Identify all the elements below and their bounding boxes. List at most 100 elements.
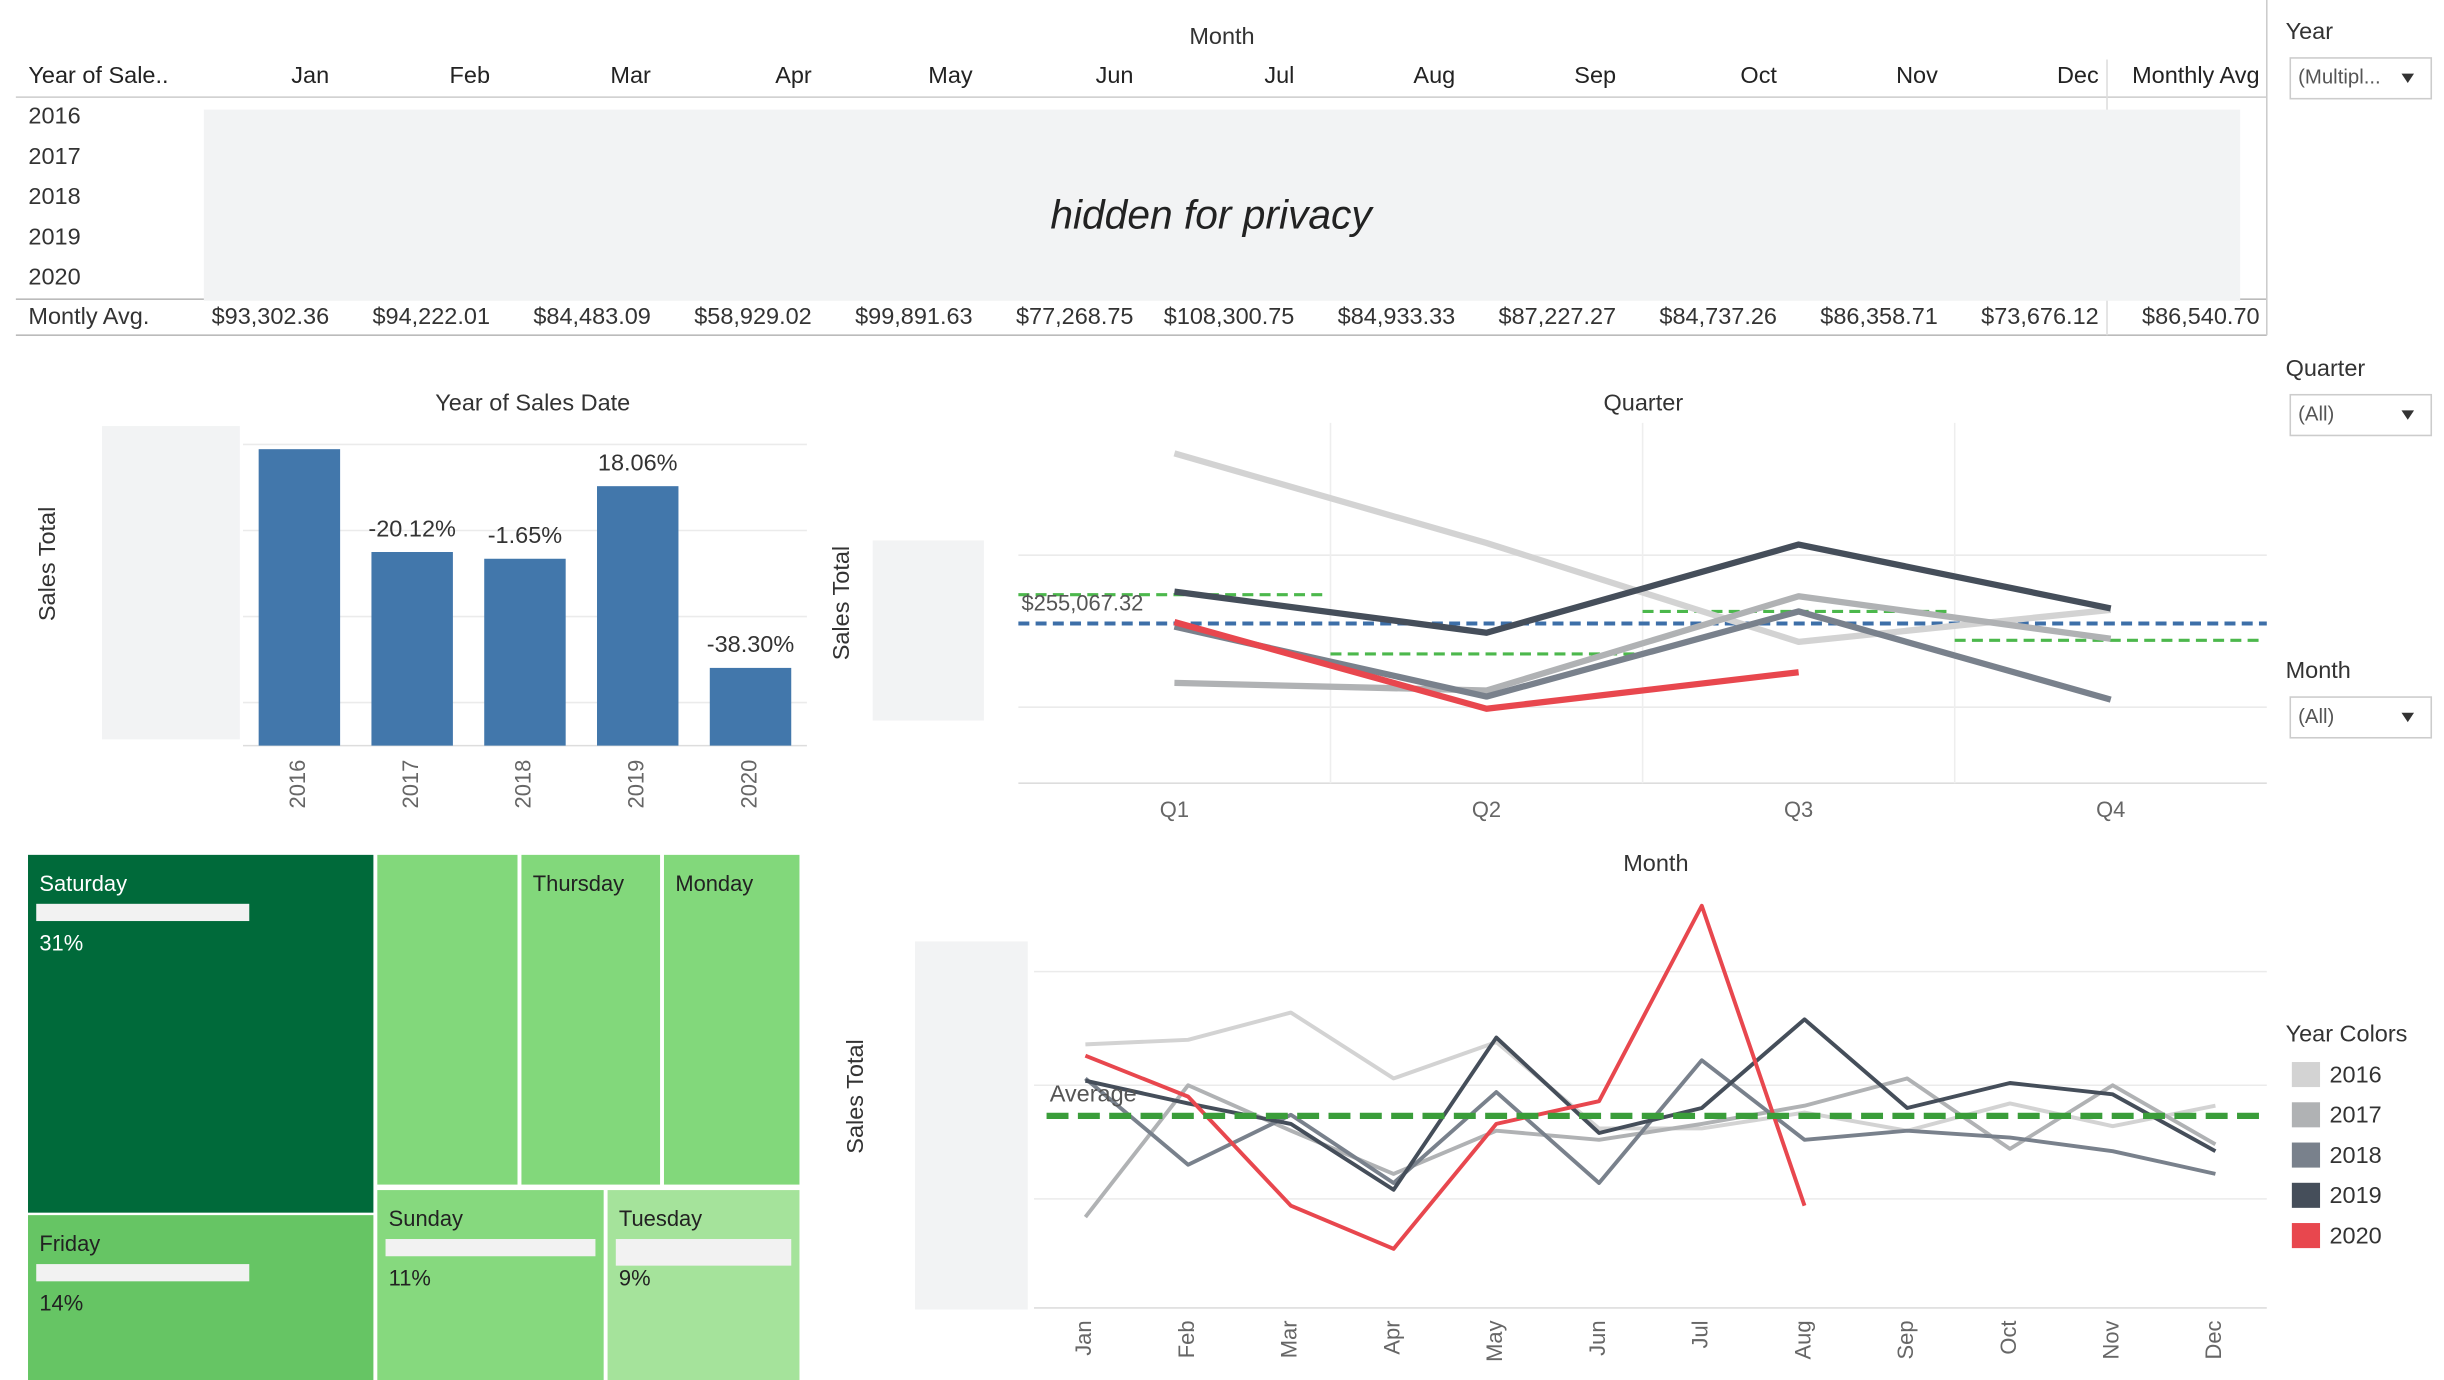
series-line <box>1173 619 1800 712</box>
bar-label: 18.06% <box>598 449 678 475</box>
filter-value: (All) <box>2298 706 2334 728</box>
privacy-box <box>36 903 250 922</box>
bar <box>258 449 341 746</box>
chart-title: Month <box>1623 850 1688 876</box>
x-tick-label: Apr <box>1379 1320 1404 1354</box>
table-column: Sep <box>1574 62 1616 88</box>
dropdown-arrow <box>2401 73 2415 84</box>
legend-swatch <box>2291 1062 2321 1088</box>
table-row-label: 2020 <box>28 264 80 290</box>
filter-label: Quarter <box>2286 355 2366 381</box>
bar <box>709 667 792 746</box>
table-footer-value: $84,737.26 <box>1659 303 1777 329</box>
table-footer-value: $58,929.02 <box>694 303 812 329</box>
series-line <box>1173 608 2112 703</box>
series-line <box>1083 1076 2217 1219</box>
table-column: Aug <box>1413 62 1455 88</box>
treemap-label: Friday <box>39 1231 100 1256</box>
x-tick-label: 2017 <box>398 760 423 809</box>
x-tick-label: Dec <box>2201 1320 2226 1359</box>
table-column: Mar <box>610 62 651 88</box>
x-tick-label: Mar <box>1277 1320 1302 1358</box>
table-column-header: Month <box>1189 23 1254 49</box>
table-column: Jun <box>1096 62 1134 88</box>
x-tick-label: Jul <box>1688 1320 1713 1348</box>
legend-label: 2018 <box>2329 1142 2381 1168</box>
privacy-box <box>36 1264 250 1282</box>
table-footer-value: $84,483.09 <box>533 303 651 329</box>
table-column: Nov <box>1896 62 1938 88</box>
series-line <box>1174 593 2112 694</box>
treemap-cell <box>519 852 663 1187</box>
table-column: Oct <box>1740 62 1777 88</box>
table-body: Jan Feb Mar Apr May Jun Jul Aug Sep Oct Nov Dec Mont… <box>28 62 2259 329</box>
filters: Year (Multipl... Quarter (All) Month (All) <box>2286 18 2433 739</box>
table-column: Jul <box>1264 62 1294 88</box>
series-line <box>1084 903 1807 1251</box>
y-axis-label: Sales Total <box>828 546 854 660</box>
series-line <box>1085 1010 2216 1133</box>
bar-label: -38.30% <box>707 631 795 657</box>
table-footer-value: $86,540.70 <box>2142 303 2260 329</box>
table-row-label: 2018 <box>28 183 80 209</box>
treemap-cell <box>661 852 802 1187</box>
x-tick-label: Sep <box>1893 1320 1918 1359</box>
treemap-value: 9% <box>619 1266 651 1291</box>
table-column: Feb <box>450 62 490 88</box>
x-tick-label: Q3 <box>1784 797 1813 822</box>
table-column: Apr <box>775 62 812 88</box>
legend-swatch <box>2291 1223 2321 1249</box>
bar-label: -1.65% <box>488 522 563 548</box>
x-tick-label: Q4 <box>2096 797 2125 822</box>
y-axis-label: Sales Total <box>34 507 60 621</box>
privacy-box <box>615 1239 792 1266</box>
treemap-cell <box>374 852 520 1187</box>
bar-label: -20.12% <box>368 515 456 541</box>
chart-title: Quarter <box>1604 389 1684 415</box>
table-row-label: 2017 <box>28 143 80 169</box>
table-footer-value: $93,302.36 <box>212 303 330 329</box>
table-row-header: Year of Sale.. <box>28 62 168 88</box>
table-footer-value: $87,227.27 <box>1499 303 1617 329</box>
legend-label: 2019 <box>2329 1182 2381 1208</box>
bar <box>597 486 679 746</box>
privacy-box <box>385 1239 596 1257</box>
filter-label: Month <box>2286 657 2351 683</box>
x-tick-label: 2016 <box>285 760 310 809</box>
x-tick-label: Q1 <box>1160 797 1189 822</box>
treemap-label: Monday <box>675 871 753 896</box>
x-tick-label: Jan <box>1071 1320 1096 1355</box>
legend-swatch <box>2291 1182 2321 1208</box>
privacy-box <box>102 426 240 740</box>
treemap-cell <box>605 1187 802 1380</box>
x-tick-label: Q2 <box>1472 797 1501 822</box>
table-row-label: 2019 <box>28 223 80 249</box>
privacy-box <box>914 941 1028 1310</box>
x-tick-label: Aug <box>1790 1320 1815 1359</box>
treemap-value: 11% <box>389 1266 431 1291</box>
legend-title: Year Colors <box>2286 1021 2408 1047</box>
table-footer-value: $94,222.01 <box>372 303 490 329</box>
treemap-label: Tuesday <box>619 1206 702 1231</box>
dropdown-arrow <box>2401 410 2415 420</box>
legend-label: 2016 <box>2329 1061 2381 1087</box>
x-tick-label: May <box>1482 1320 1507 1361</box>
x-tick-label: 2019 <box>624 760 649 809</box>
treemap-value: 14% <box>39 1291 83 1316</box>
x-tick-label: Jun <box>1585 1320 1610 1355</box>
treemap-label: Saturday <box>39 871 127 896</box>
filter-label: Year <box>2286 18 2334 44</box>
legend-swatch <box>2291 1142 2321 1168</box>
series-line <box>1173 450 2112 645</box>
table-footer-value: $108,300.75 <box>1164 303 1295 329</box>
table-footer-value: $86,358.71 <box>1820 303 1938 329</box>
table-column: Monthly Avg <box>2132 62 2260 88</box>
treemap-label: Thursday <box>533 871 624 896</box>
table-footer-value: $84,933.33 <box>1338 303 1456 329</box>
legend-label: 2020 <box>2329 1222 2381 1248</box>
filter-value: (Multipl... <box>2298 67 2381 89</box>
table-footer-value: $73,676.12 <box>1981 303 2099 329</box>
legend-label: 2017 <box>2329 1102 2381 1128</box>
series-line <box>1174 541 2112 636</box>
